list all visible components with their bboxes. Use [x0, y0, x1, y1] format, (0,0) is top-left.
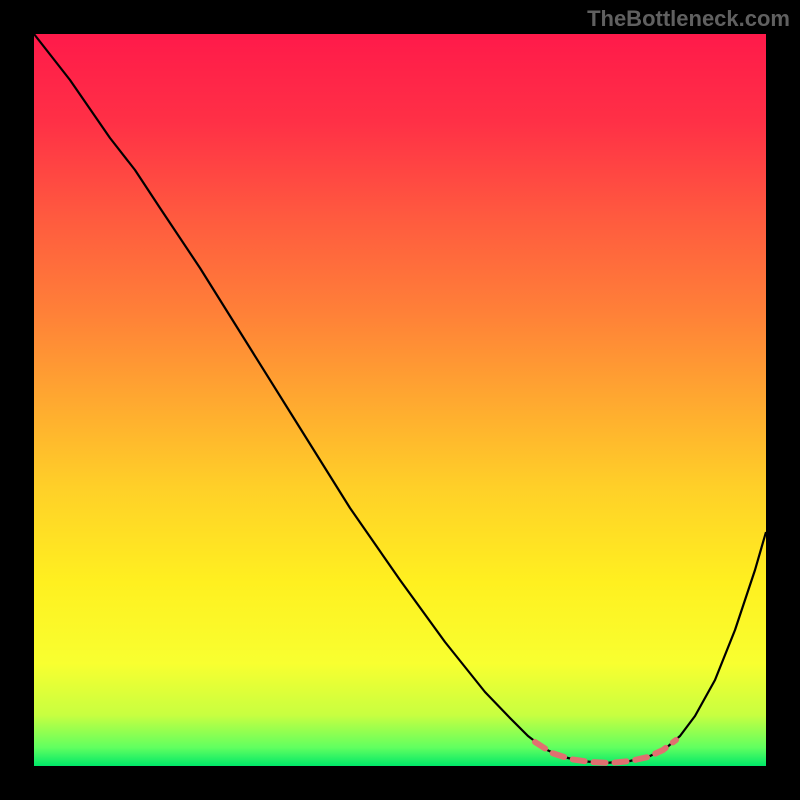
watermark-text: TheBottleneck.com [587, 6, 790, 32]
chart-svg [0, 0, 800, 800]
chart-container: TheBottleneck.com [0, 0, 800, 800]
plot-background [34, 34, 766, 766]
